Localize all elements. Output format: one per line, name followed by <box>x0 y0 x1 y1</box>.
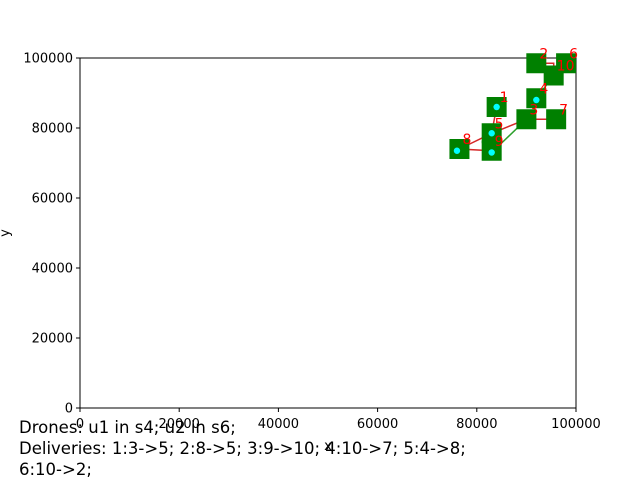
drone-marker-2 <box>488 130 495 137</box>
y-tick-label: 60000 <box>32 192 73 207</box>
drone-marker-1 <box>493 103 500 111</box>
x-tick-label: 60000 <box>357 417 398 432</box>
caption-line-drones: Drones: u1 in s4; u2 in s6; <box>19 418 236 437</box>
node-marker-10 <box>543 65 564 86</box>
x-axis-label: x <box>324 439 332 454</box>
y-tick-label: 100000 <box>23 52 73 67</box>
drone-marker-5 <box>533 96 540 104</box>
node-labels-layer: 1 2 34 5 6 7 8 9 10 <box>462 46 578 150</box>
node-label-6: 6 <box>569 46 578 62</box>
node-label-2: 2 <box>539 46 548 62</box>
y-tick-label: 80000 <box>32 122 73 137</box>
node-label-5: 5 <box>495 116 504 132</box>
x-tick-label: 80000 <box>456 417 497 432</box>
drone-marker-3 <box>488 149 495 156</box>
caption: Drones: u1 in s4; u2 in s6; Deliveries: … <box>19 417 466 480</box>
node-marker-3 <box>516 109 537 130</box>
node-label-10: 10 <box>557 59 575 75</box>
node-label-9: 9 <box>495 134 504 150</box>
x-tick-label: 40000 <box>258 417 299 432</box>
node-marker-2 <box>526 53 547 74</box>
node-label-4: 4 <box>539 81 548 97</box>
drones-layer <box>453 96 540 156</box>
x-tick-label: 0 <box>76 417 84 432</box>
node-label-3: 3 <box>529 102 538 118</box>
node-label-1: 1 <box>500 90 509 106</box>
node-marker-7 <box>546 109 567 130</box>
caption-line-deliveries: Deliveries: 1:3->5; 2:8->5; 3:9->10; 4:1… <box>19 439 466 458</box>
node-label-7: 7 <box>559 102 568 118</box>
x-axis-ticks: 0 20000 40000 60000 80000 100000 <box>76 408 601 432</box>
node-label-8: 8 <box>462 132 471 148</box>
y-tick-label: 0 <box>65 402 73 417</box>
y-axis-ticks: 0 20000 40000 60000 80000 100000 <box>23 52 80 417</box>
caption-line-deliveries-cont: 6:10->2; <box>19 460 92 479</box>
y-tick-label: 40000 <box>32 262 73 277</box>
x-tick-label: 100000 <box>551 417 601 432</box>
drone-marker-4 <box>453 147 461 154</box>
y-axis-label: y <box>0 229 13 237</box>
x-tick-label: 20000 <box>159 417 200 432</box>
y-tick-label: 20000 <box>32 332 73 347</box>
